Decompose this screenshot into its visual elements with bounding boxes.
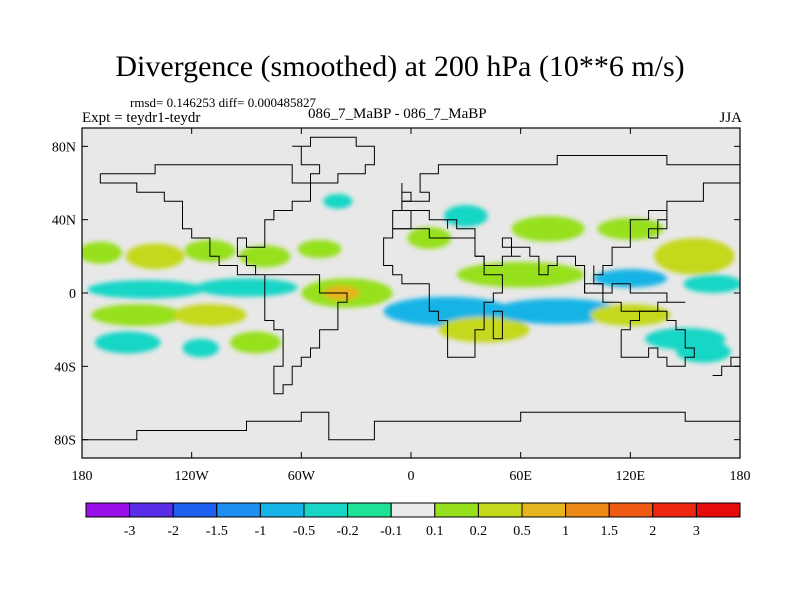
colorbar-swatch-4 (259, 502, 305, 518)
x-tick-label-5: 120E (616, 469, 646, 484)
x-tick-label-2: 60W (288, 469, 316, 484)
colorbar-label-9: 0.5 (513, 524, 531, 539)
x-axis: 180 120W 60W 0 60E 120E 180 (72, 128, 751, 484)
x-tick-label-4: 60E (509, 469, 532, 484)
anomaly-region-25 (443, 205, 488, 227)
anomaly-region-28 (676, 340, 731, 363)
colorbar-label-0: -3 (124, 524, 136, 539)
anomaly-region-17 (590, 304, 671, 326)
anomaly-region-22 (683, 274, 740, 293)
coastline-south-america (264, 274, 348, 395)
anomaly-region-10 (173, 304, 247, 326)
coastline-new-zealand (712, 356, 740, 376)
colorbar-label-1: -2 (167, 524, 179, 539)
colorbar-swatch-1 (129, 502, 174, 518)
case-names: 086_7_MaBP - 086_7_MaBP (308, 106, 487, 122)
y-tick-label-0: 80N (52, 140, 76, 155)
anomaly-region-0 (82, 241, 123, 264)
rmsd-diff-stats: rmsd= 0.146253 diff= 0.000485827 (130, 95, 316, 110)
anomaly-region-16 (493, 298, 622, 325)
x-tick-label-6: 180 (730, 469, 751, 484)
colorbar-label-4: -0.5 (293, 524, 315, 539)
colorbar-swatch-0 (85, 502, 131, 518)
anomaly-region-19 (456, 261, 585, 288)
anomaly-region-21 (654, 238, 735, 275)
continent-outlines (82, 136, 740, 441)
anomaly-region-23 (511, 216, 585, 242)
x-tick-label-3: 0 (408, 469, 415, 484)
colorbar-swatch-8 (434, 502, 479, 518)
y-tick-label-1: 40N (52, 214, 76, 229)
x-tick-label-1: 120W (175, 469, 210, 484)
colorbar-label-8: 0.2 (470, 524, 488, 539)
coastline-north-america (99, 164, 311, 276)
anomaly-region-5 (87, 280, 205, 299)
y-tick-label-3: 40S (54, 360, 76, 375)
colorbar-swatch-2 (172, 502, 218, 518)
anomaly-region-6 (195, 278, 298, 297)
coastline-uk (401, 183, 412, 202)
anomaly-region-3 (239, 245, 291, 268)
anomaly-region-11 (94, 331, 161, 354)
anomaly-region-4 (297, 239, 342, 259)
colorbar-label-12: 2 (649, 524, 656, 539)
experiment-label: Expt = teydr1-teydr (82, 110, 201, 126)
colorbar-swatch-5 (303, 502, 349, 518)
anomaly-region-9 (91, 304, 183, 326)
colorbar-swatch-11 (565, 502, 610, 518)
colorbar-swatch-13 (652, 502, 697, 518)
colorbar-label-2: -1.5 (206, 524, 228, 539)
coastline-japan (648, 210, 668, 239)
y-tick-label-2: 0 (69, 287, 76, 302)
colorbar-label-13: 3 (693, 524, 700, 539)
coastline-madagascar (492, 310, 503, 340)
colorbar-swatch-12 (608, 502, 654, 518)
coastline-antarctica (82, 411, 740, 441)
colorbar-label-10: 1 (562, 524, 569, 539)
coastline-greenland (292, 136, 375, 184)
anomaly-region-20 (593, 269, 667, 288)
colorbar-label-5: -0.2 (337, 524, 359, 539)
anomaly-region-12 (230, 331, 282, 354)
colorbar-swatch-10 (521, 502, 567, 518)
colorbar: -3 -2 -1.5 -1 -0.5 -0.2 -0.1 0.1 0.2 0.5 1 1.5 2 3 (85, 502, 741, 539)
season-label: JJA (719, 110, 742, 126)
y-axis: 80N 40N 0 40S 80S (52, 140, 740, 449)
y-tick-label-4: 80S (54, 434, 76, 449)
colorbar-swatch-9 (477, 502, 523, 518)
colorbar-label-7: 0.1 (426, 524, 444, 539)
colorbar-label-11: 1.5 (600, 524, 618, 539)
colorbar-swatch-14 (695, 502, 741, 518)
chart-title: Divergence (smoothed) at 200 hPa (10**6 … (115, 50, 685, 83)
anomaly-region-1 (125, 243, 185, 270)
anomaly-region-27 (323, 194, 353, 209)
colorbar-swatch-7 (390, 502, 436, 518)
colorbar-label-6: -0.1 (380, 524, 402, 539)
anomaly-region-13 (182, 338, 220, 358)
x-tick-label-0: 180 (72, 469, 93, 484)
colorbar-swatch-3 (216, 502, 261, 518)
coastline-africa (383, 228, 503, 358)
colorbar-label-3: -1 (255, 524, 267, 539)
coastline-indonesia (584, 283, 686, 312)
colorbar-swatch-6 (347, 502, 392, 518)
